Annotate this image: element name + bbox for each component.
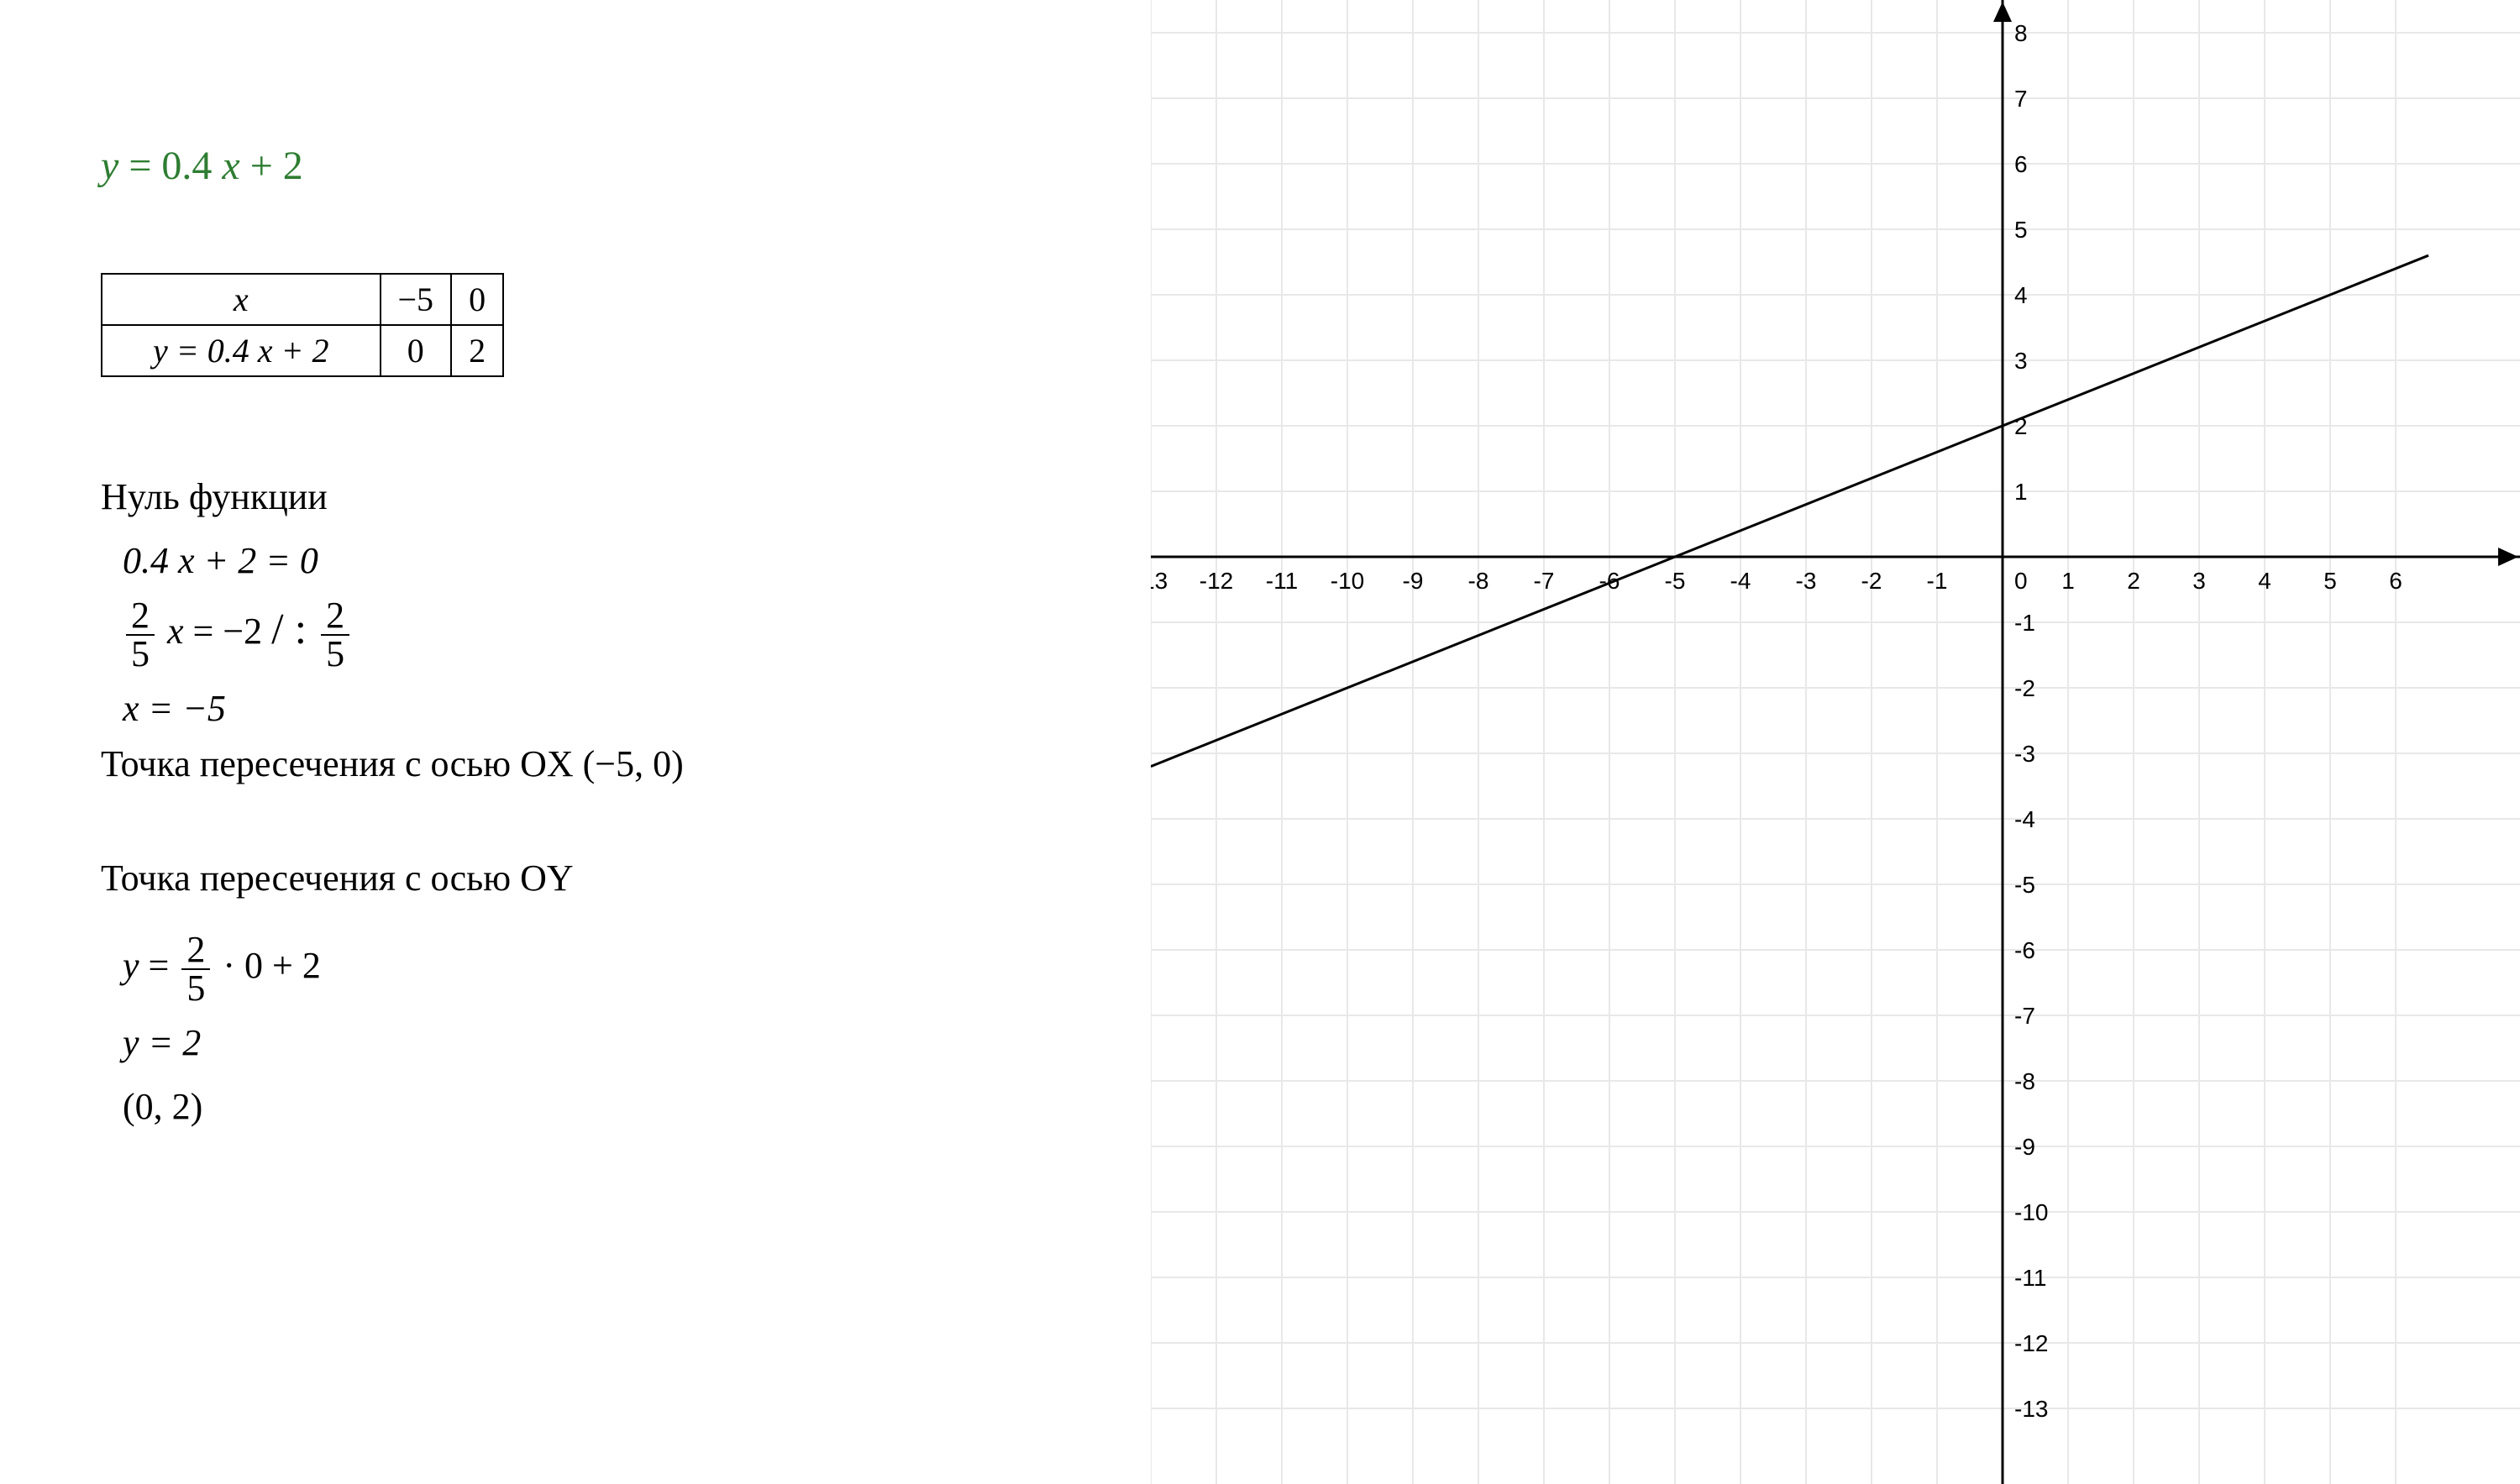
zero-conclusion: Точка пересечения с осью OX (−5, 0) bbox=[101, 737, 983, 792]
coordinate-chart: -13-12-11-10-9-8-7-6-5-4-3-2-1123456-13-… bbox=[1151, 0, 2520, 1484]
svg-text:-3: -3 bbox=[1796, 568, 1817, 594]
svg-text:6: 6 bbox=[2389, 568, 2402, 594]
svg-text:-1: -1 bbox=[2014, 610, 2035, 636]
svg-text:-11: -11 bbox=[1266, 568, 1298, 594]
svg-text:-12: -12 bbox=[2014, 1330, 2048, 1356]
svg-text:3: 3 bbox=[2014, 348, 2028, 374]
left-panel: y = 0.4 x + 2 x −5 0 y = 0.4 x + 2 0 2 Н… bbox=[101, 143, 983, 1135]
svg-text:-13: -13 bbox=[1151, 568, 1168, 594]
svg-text:-2: -2 bbox=[1861, 568, 1882, 594]
fraction-2-5: 2 5 bbox=[126, 597, 155, 673]
svg-text:8: 8 bbox=[2014, 20, 2028, 46]
svg-text:3: 3 bbox=[2192, 568, 2206, 594]
y-line1-lhs: y = bbox=[123, 945, 178, 986]
svg-text:4: 4 bbox=[2258, 568, 2271, 594]
value-table: x −5 0 y = 0.4 x + 2 0 2 bbox=[101, 273, 504, 377]
svg-text:2: 2 bbox=[2127, 568, 2140, 594]
svg-text:1: 1 bbox=[2014, 479, 2028, 505]
y-line2: y = 2 bbox=[123, 1015, 983, 1071]
equation-title: y = 0.4 x + 2 bbox=[101, 143, 983, 189]
table-row2-label: y = 0.4 x + 2 bbox=[153, 332, 329, 370]
table-row1-label: x bbox=[234, 281, 249, 318]
table-cell-y0: 0 bbox=[407, 332, 424, 370]
svg-text:-7: -7 bbox=[2014, 1003, 2035, 1029]
zero-line3: x = −5 bbox=[123, 681, 983, 737]
y-section: Точка пересечения с осью OY y = 2 5 · 0 … bbox=[101, 851, 983, 1135]
svg-text:7: 7 bbox=[2014, 86, 2028, 112]
zero-line2-mid: x = −2 bbox=[167, 611, 262, 652]
equation-text: y = 0.4 x + 2 bbox=[101, 144, 303, 188]
svg-text:-12: -12 bbox=[1200, 568, 1233, 594]
svg-text:-4: -4 bbox=[1730, 568, 1751, 594]
svg-text:5: 5 bbox=[2323, 568, 2337, 594]
svg-text:-9: -9 bbox=[2014, 1134, 2035, 1160]
svg-text:-3: -3 bbox=[2014, 741, 2035, 767]
zero-line1: 0.4 x + 2 = 0 bbox=[123, 533, 983, 589]
svg-text:-5: -5 bbox=[1665, 568, 1686, 594]
y-line1-rhs: · 0 + 2 bbox=[223, 945, 320, 986]
zero-title: Нуль функции bbox=[101, 469, 983, 525]
y-title: Точка пересечения с осью OY bbox=[101, 851, 983, 906]
svg-text:5: 5 bbox=[2014, 217, 2028, 243]
fraction-2-5-b: 2 5 bbox=[321, 597, 349, 673]
svg-text:-2: -2 bbox=[2014, 675, 2035, 701]
svg-text:-1: -1 bbox=[1927, 568, 1948, 594]
svg-text:-5: -5 bbox=[2014, 872, 2035, 898]
y-line3: (0, 2) bbox=[123, 1079, 983, 1135]
zero-line2-div: / : bbox=[271, 606, 318, 653]
fraction-2-5-c: 2 5 bbox=[181, 931, 210, 1007]
chart-panel: -13-12-11-10-9-8-7-6-5-4-3-2-1123456-13-… bbox=[1151, 0, 2520, 1484]
svg-text:-8: -8 bbox=[2014, 1068, 2035, 1094]
svg-text:-13: -13 bbox=[2014, 1396, 2048, 1422]
zero-line2: 2 5 x = −2 / : 2 5 bbox=[123, 597, 983, 673]
svg-text:4: 4 bbox=[2014, 282, 2028, 308]
svg-text:-6: -6 bbox=[2014, 937, 2035, 963]
y-line1: y = 2 5 · 0 + 2 bbox=[123, 931, 983, 1007]
svg-text:-11: -11 bbox=[2014, 1265, 2046, 1291]
svg-text:-10: -10 bbox=[1331, 568, 1364, 594]
svg-text:0: 0 bbox=[2014, 568, 2028, 594]
table-cell-x0: −5 bbox=[398, 281, 434, 318]
svg-text:1: 1 bbox=[2061, 568, 2075, 594]
table-cell-x1: 0 bbox=[469, 281, 486, 318]
svg-text:6: 6 bbox=[2014, 151, 2028, 177]
table-cell-y1: 2 bbox=[469, 332, 486, 370]
svg-text:-8: -8 bbox=[1468, 568, 1489, 594]
svg-text:-10: -10 bbox=[2014, 1199, 2048, 1225]
zero-section: Нуль функции 0.4 x + 2 = 0 2 5 x = −2 / … bbox=[101, 469, 983, 792]
svg-text:-9: -9 bbox=[1403, 568, 1424, 594]
svg-text:-4: -4 bbox=[2014, 806, 2035, 832]
svg-text:-7: -7 bbox=[1534, 568, 1555, 594]
